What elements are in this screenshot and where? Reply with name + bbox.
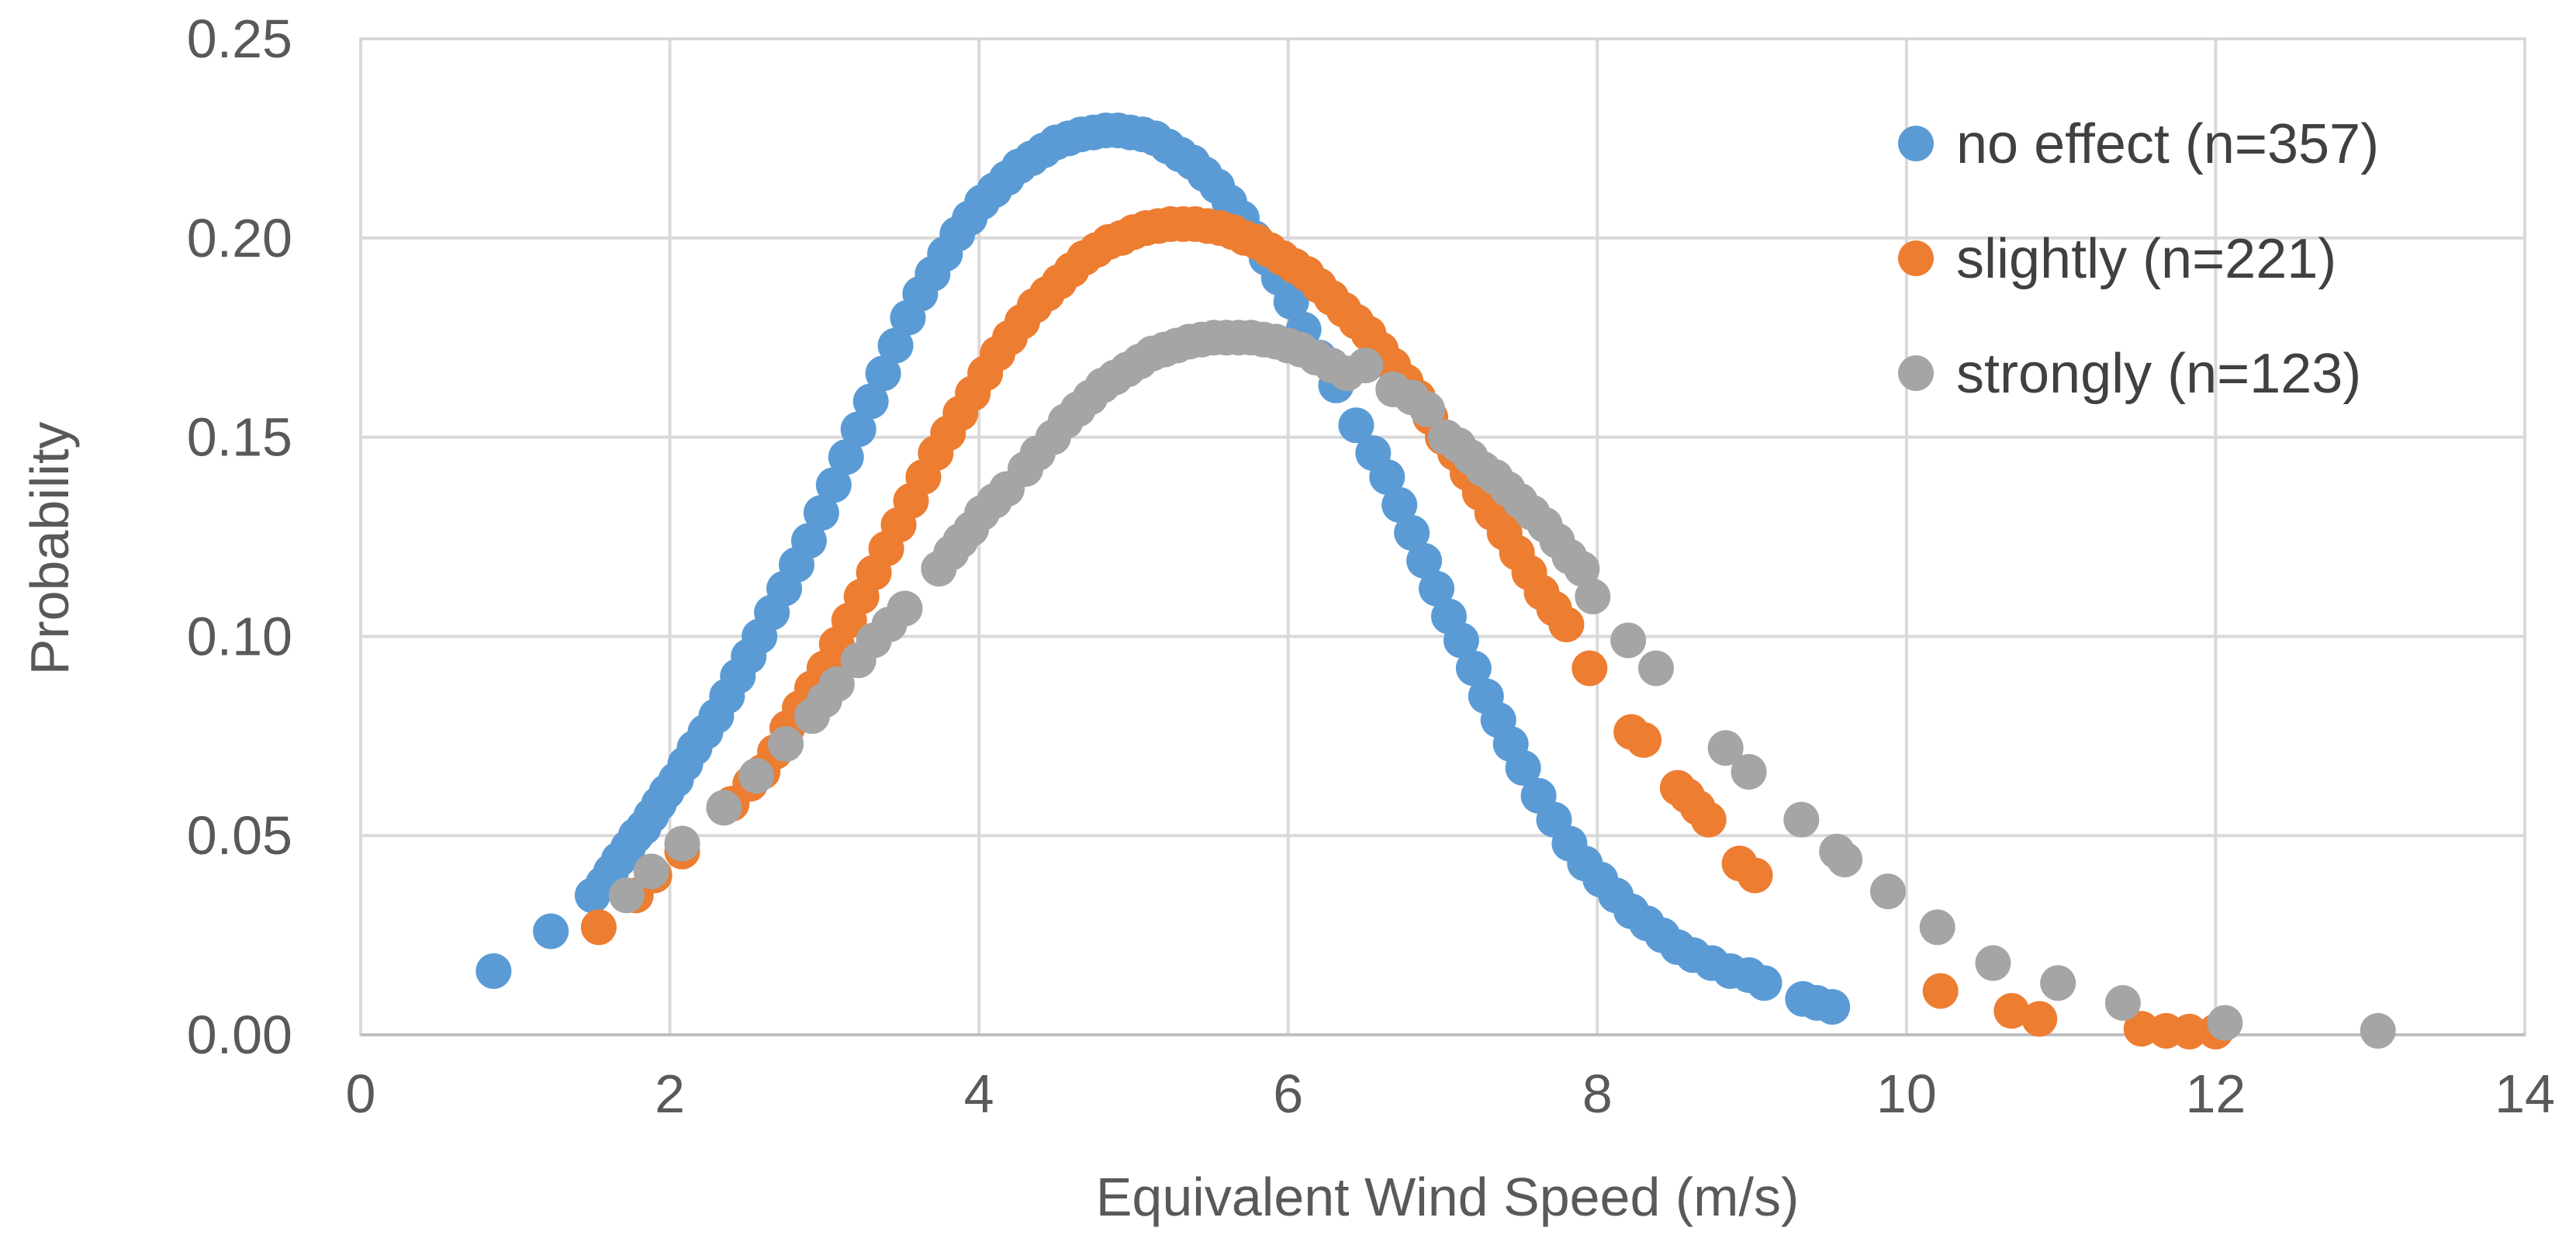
series-2 [608, 320, 2396, 1049]
data-point [1572, 650, 1608, 687]
data-point [1993, 993, 2030, 1029]
grid [359, 37, 2526, 1036]
x-tick-label: 10 [1876, 1064, 1937, 1124]
y-tick-label: 0.05 [187, 805, 292, 866]
data-point [1381, 486, 1418, 523]
legend-item-2: strongly (n=123) [1898, 343, 2361, 405]
series-1 [580, 206, 2234, 1050]
x-tick-label: 14 [2495, 1064, 2555, 1124]
y-tick-label: 0.25 [187, 9, 292, 69]
legend-item-1: slightly (n=221) [1898, 228, 2336, 290]
data-point [1575, 579, 1611, 615]
data-point [803, 495, 839, 531]
x-tick-label: 2 [655, 1064, 685, 1124]
data-point [1975, 945, 2011, 981]
data-point [1548, 606, 1585, 642]
data-point [877, 327, 914, 364]
data-point [1505, 749, 1541, 786]
data-point [2104, 984, 2141, 1021]
data-point [738, 758, 775, 794]
data-point [815, 467, 852, 503]
data-point [580, 909, 617, 946]
x-tick-label: 12 [2185, 1064, 2246, 1124]
data-point [1919, 909, 1955, 946]
y-tick-label: 0.10 [187, 606, 292, 666]
y-tick-label: 0.15 [187, 407, 292, 468]
data-point [1746, 965, 1782, 1001]
data-point [2021, 1001, 2058, 1037]
data-point [633, 853, 669, 890]
data-point [2040, 965, 2076, 1001]
data-point [818, 666, 855, 703]
data-point [608, 877, 645, 914]
plot-area-border [359, 37, 2526, 1036]
data-point [1273, 283, 1309, 320]
data-point [887, 590, 923, 627]
series-0 [475, 112, 1851, 1025]
data-point [828, 439, 864, 476]
axes: 0 2 4 6 8 10 12 14 0.00 0.05 0.10 0.15 0.20 0.25 [187, 9, 2555, 1124]
x-tick-label: 6 [1273, 1064, 1303, 1124]
legend-item-0: no effect (n=357) [1898, 113, 2379, 175]
data-point [840, 411, 877, 448]
data-point [1564, 551, 1600, 587]
data-point [768, 726, 804, 763]
y-tick-label: 0.00 [187, 1005, 292, 1065]
data-point [2207, 1005, 2243, 1041]
data-point [475, 953, 512, 989]
data-point [1369, 458, 1406, 495]
data-point [1419, 570, 1455, 607]
data-point [790, 523, 827, 559]
data-point [1338, 407, 1374, 444]
data-point [1783, 801, 1820, 838]
data-point [1443, 622, 1479, 659]
data-point [2360, 1012, 2396, 1049]
legend-label: no effect (n=357) [1956, 113, 2379, 175]
data-point [1827, 842, 1863, 878]
data-point [1455, 650, 1492, 687]
y-tick-label: 0.20 [187, 208, 292, 268]
data-point [1394, 514, 1430, 551]
data-point [1610, 622, 1647, 659]
x-axis-title: Equivalent Wind Speed (m/s) [1096, 1167, 1800, 1227]
y-axis-title: Probability [19, 422, 80, 676]
data-point [664, 825, 700, 862]
x-tick-label: 8 [1582, 1064, 1613, 1124]
legend-marker [1898, 355, 1934, 391]
legend-label: slightly (n=221) [1956, 228, 2336, 290]
data-point [1638, 650, 1675, 687]
data-point [1409, 391, 1446, 427]
data-point [1869, 873, 1906, 910]
x-tick-label: 4 [964, 1064, 994, 1124]
legend-marker [1898, 240, 1934, 276]
legend: no effect (n=357) slightly (n=221) strongl… [1898, 113, 2379, 405]
data-points [475, 112, 2396, 1050]
data-point [1814, 989, 1851, 1025]
data-point [2171, 1013, 2208, 1050]
data-point [852, 383, 889, 420]
data-point [1690, 801, 1727, 838]
data-point [1626, 721, 1662, 758]
legend-marker [1898, 126, 1934, 161]
data-point [1707, 730, 1744, 766]
data-point [1406, 542, 1443, 579]
data-point [865, 355, 901, 392]
legend-label: strongly (n=123) [1956, 343, 2361, 405]
data-point [1731, 754, 1767, 790]
data-point [1922, 973, 1959, 1009]
data-point [1737, 857, 1773, 894]
x-tick-label: 0 [346, 1064, 376, 1124]
data-point [706, 790, 742, 826]
data-point [1347, 348, 1384, 384]
data-point [533, 913, 569, 949]
